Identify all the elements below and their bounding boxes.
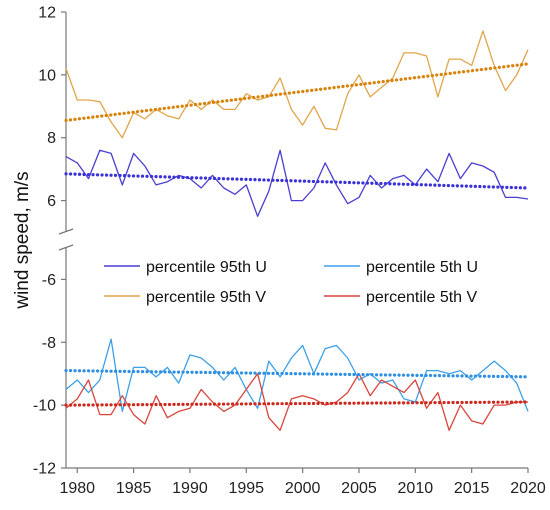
y-tick-group: 6 8 10 12 -12 -10 -8 -6 [33,5,66,478]
y-tick-label: 6 [47,193,56,210]
x-tick-label: 1990 [172,480,208,497]
y-tick-label: 10 [38,67,56,84]
y-tick-label: 12 [38,5,56,22]
x-tick-group: 1980 1985 1990 1995 2000 2005 2010 2015 2020 [59,468,546,497]
x-tick-label: 1995 [228,480,264,497]
trend-line-95th-u [64,172,530,190]
x-tick-label: 2015 [454,480,490,497]
series-line-95th-v [65,30,529,139]
y-tick-label: -10 [33,398,56,415]
y-tick-label: -12 [33,461,56,478]
trend-line-95th-v [64,62,530,123]
trend-line-5th-v [64,400,530,407]
legend: percentile 95th U percentile 5th U perce… [104,259,478,306]
series-line-5th-v [65,373,528,431]
series-line-5th-u [65,338,529,413]
legend-label-95th-u: percentile 95th U [146,259,267,276]
trend-line-5th-u [64,368,530,379]
trend-lines [64,62,530,407]
legend-label-95th-v: percentile 95th V [146,289,266,306]
y-tick-label: -8 [42,335,56,352]
axis-break-mark-upper [58,228,74,235]
x-tick-label: 1985 [116,480,152,497]
axis-break-mark-lower [58,244,74,251]
y-axis-title: wind speed, m/s [12,171,33,309]
x-tick-label: 2005 [341,480,377,497]
legend-label-5th-u: percentile 5th U [366,259,478,276]
x-tick-label: 2010 [398,480,434,497]
series-line-95th-u [65,149,529,217]
x-tick-label: 2000 [285,480,321,497]
y-tick-label: -6 [42,272,56,289]
series-lines [65,30,529,431]
legend-label-5th-v: percentile 5th V [366,289,478,306]
y-tick-label: 8 [47,130,56,147]
x-tick-label: 2020 [510,480,546,497]
x-tick-label: 1980 [59,480,95,497]
